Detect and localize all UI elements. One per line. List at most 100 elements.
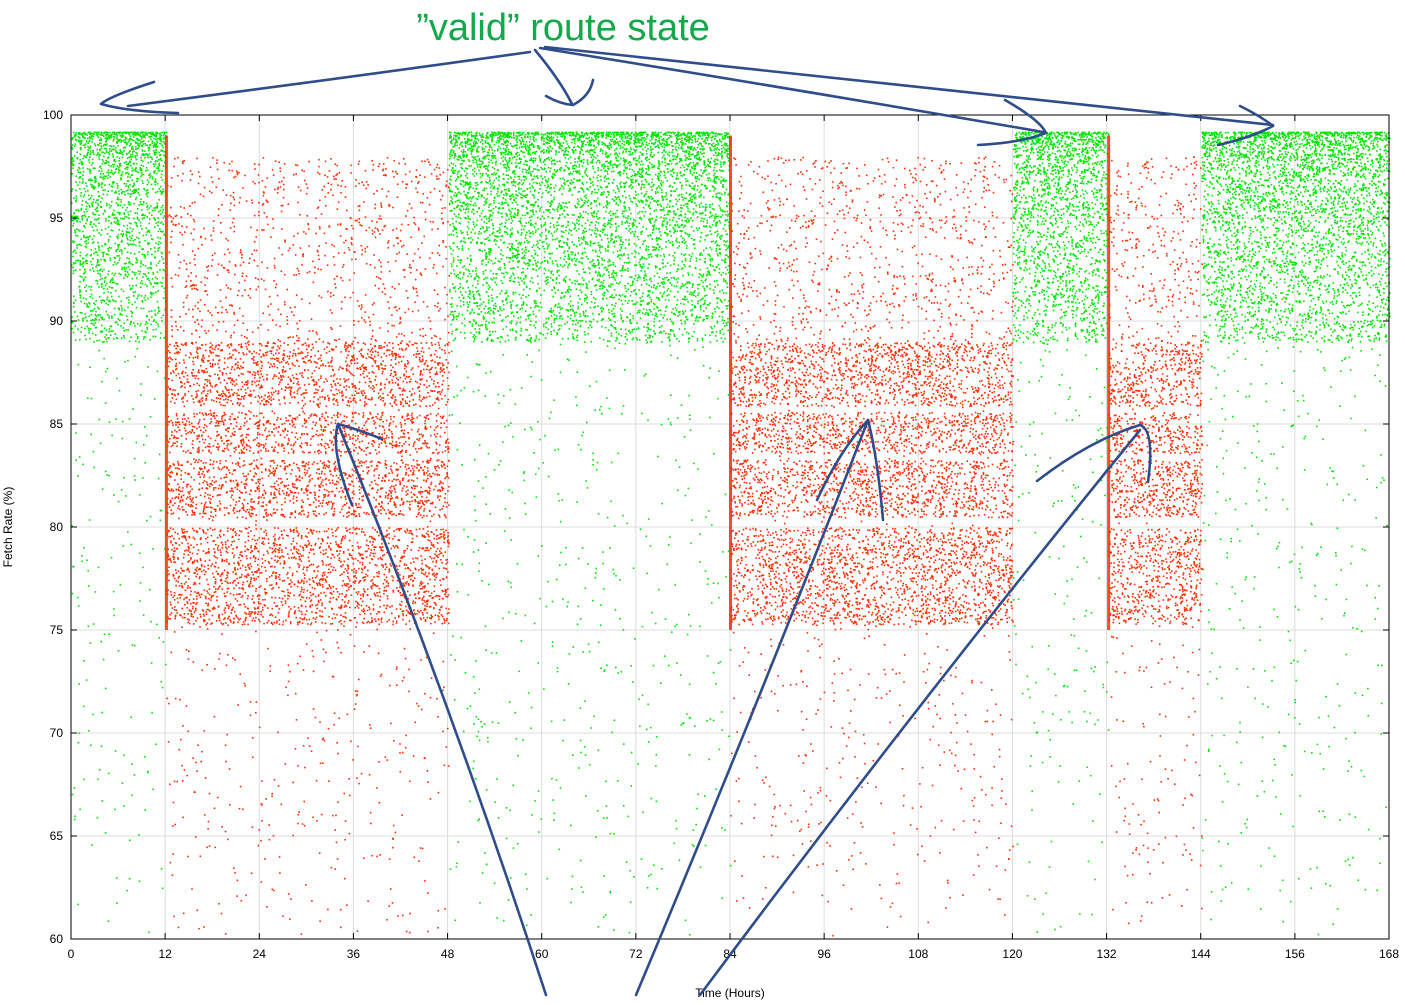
data-point bbox=[121, 133, 124, 135]
data-point bbox=[727, 256, 730, 258]
data-point bbox=[71, 172, 74, 175]
data-point bbox=[75, 197, 78, 200]
data-point bbox=[604, 248, 607, 250]
data-point bbox=[111, 317, 113, 319]
data-point bbox=[581, 145, 584, 148]
data-point bbox=[725, 292, 728, 294]
data-point bbox=[485, 181, 487, 183]
data-point bbox=[112, 264, 115, 266]
data-point bbox=[502, 138, 505, 141]
data-point bbox=[73, 302, 75, 305]
data-point bbox=[589, 244, 591, 247]
data-point bbox=[689, 146, 692, 148]
data-point bbox=[603, 217, 605, 219]
data-point bbox=[516, 147, 518, 150]
data-point bbox=[464, 208, 467, 211]
data-point bbox=[518, 146, 521, 149]
data-point bbox=[699, 308, 702, 311]
data-point bbox=[656, 177, 659, 180]
data-point bbox=[637, 310, 640, 312]
data-point bbox=[531, 178, 533, 181]
data-point bbox=[112, 212, 114, 214]
data-point bbox=[107, 169, 110, 172]
data-point bbox=[520, 329, 523, 332]
data-point bbox=[683, 284, 685, 286]
data-point bbox=[101, 162, 104, 165]
data-point bbox=[128, 232, 131, 234]
data-point bbox=[162, 641, 165, 643]
data-point bbox=[630, 181, 633, 184]
data-point bbox=[672, 323, 675, 325]
data-point bbox=[131, 243, 133, 246]
data-point bbox=[580, 159, 583, 162]
data-point bbox=[708, 270, 710, 272]
data-point bbox=[678, 198, 681, 201]
data-point bbox=[579, 243, 581, 246]
data-point bbox=[139, 167, 142, 169]
data-point bbox=[580, 320, 582, 322]
data-point bbox=[568, 328, 571, 330]
data-point bbox=[510, 215, 512, 218]
data-point bbox=[105, 147, 107, 150]
data-point bbox=[505, 170, 508, 172]
data-point bbox=[106, 136, 108, 139]
data-point bbox=[532, 157, 535, 159]
data-point bbox=[478, 157, 481, 160]
data-point bbox=[102, 255, 104, 258]
data-point bbox=[120, 300, 123, 303]
data-point bbox=[689, 147, 691, 149]
data-point bbox=[549, 222, 552, 224]
data-point bbox=[145, 193, 147, 196]
data-point bbox=[710, 149, 713, 152]
data-point bbox=[118, 255, 120, 257]
data-point bbox=[115, 249, 118, 251]
data-point bbox=[535, 335, 538, 337]
data-point bbox=[663, 174, 666, 177]
data-point bbox=[602, 135, 604, 137]
data-point bbox=[119, 250, 121, 252]
data-point bbox=[680, 147, 682, 150]
data-point bbox=[138, 188, 140, 190]
data-point bbox=[710, 136, 712, 139]
data-point bbox=[558, 168, 561, 170]
data-point bbox=[455, 132, 457, 135]
data-point bbox=[720, 274, 723, 276]
data-point bbox=[621, 310, 623, 312]
data-point bbox=[591, 229, 593, 232]
data-point bbox=[95, 199, 98, 201]
data-point bbox=[512, 172, 515, 174]
data-point bbox=[634, 303, 636, 305]
data-point bbox=[662, 181, 664, 184]
data-point bbox=[459, 143, 461, 146]
data-point bbox=[553, 190, 556, 193]
data-point bbox=[648, 334, 651, 337]
data-point bbox=[467, 221, 470, 223]
data-point bbox=[89, 156, 91, 158]
data-point bbox=[710, 326, 712, 328]
data-point bbox=[90, 183, 92, 186]
data-point bbox=[125, 142, 128, 144]
data-point bbox=[721, 155, 723, 158]
data-point bbox=[663, 144, 666, 146]
data-point bbox=[81, 312, 83, 314]
data-point bbox=[88, 585, 90, 587]
data-point bbox=[139, 600, 141, 602]
data-point bbox=[595, 132, 598, 134]
data-point bbox=[689, 172, 692, 175]
data-point bbox=[116, 138, 118, 140]
data-point bbox=[89, 178, 92, 180]
data-point bbox=[111, 153, 114, 155]
data-point bbox=[711, 327, 713, 330]
data-point bbox=[473, 340, 475, 343]
data-point bbox=[703, 287, 706, 290]
data-point bbox=[628, 242, 630, 245]
data-point bbox=[656, 135, 658, 138]
data-point bbox=[139, 271, 142, 273]
data-point bbox=[578, 146, 580, 148]
data-point bbox=[633, 219, 635, 221]
data-point bbox=[555, 151, 558, 153]
data-point bbox=[681, 147, 684, 150]
data-point bbox=[637, 134, 639, 137]
data-point bbox=[521, 252, 524, 254]
data-point bbox=[113, 145, 115, 147]
